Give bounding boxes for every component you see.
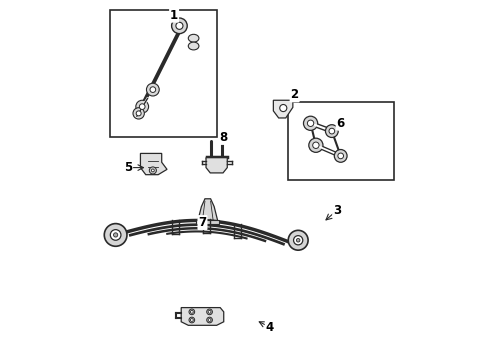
Text: 6: 6 xyxy=(337,117,345,130)
Circle shape xyxy=(150,87,156,93)
Circle shape xyxy=(296,238,300,242)
Text: 5: 5 xyxy=(124,161,132,174)
Circle shape xyxy=(104,224,127,246)
Circle shape xyxy=(172,18,187,33)
Text: 8: 8 xyxy=(220,131,228,144)
Polygon shape xyxy=(198,199,218,221)
Circle shape xyxy=(309,138,323,152)
Circle shape xyxy=(313,142,319,148)
Circle shape xyxy=(303,116,318,130)
Circle shape xyxy=(110,230,121,240)
Ellipse shape xyxy=(188,42,199,50)
Circle shape xyxy=(139,104,145,109)
Circle shape xyxy=(207,309,212,315)
Bar xyxy=(110,10,217,138)
Circle shape xyxy=(176,22,183,30)
Bar xyxy=(196,220,219,224)
Text: 1: 1 xyxy=(170,9,178,22)
Circle shape xyxy=(114,233,118,237)
Circle shape xyxy=(147,83,159,96)
Text: 3: 3 xyxy=(333,204,341,217)
Circle shape xyxy=(207,317,212,323)
Circle shape xyxy=(325,125,338,138)
Polygon shape xyxy=(206,158,227,173)
Circle shape xyxy=(294,236,303,245)
Circle shape xyxy=(151,169,154,172)
Polygon shape xyxy=(141,153,167,175)
Circle shape xyxy=(208,319,211,321)
Circle shape xyxy=(189,317,195,323)
Circle shape xyxy=(288,230,308,250)
Circle shape xyxy=(191,319,193,321)
Circle shape xyxy=(136,100,148,113)
Text: 4: 4 xyxy=(266,321,274,334)
Circle shape xyxy=(208,310,211,313)
Circle shape xyxy=(133,108,145,119)
Circle shape xyxy=(338,153,343,159)
Circle shape xyxy=(334,149,347,162)
Polygon shape xyxy=(273,100,293,118)
Circle shape xyxy=(307,120,314,126)
Circle shape xyxy=(191,310,193,313)
Circle shape xyxy=(189,309,195,315)
Ellipse shape xyxy=(188,34,199,42)
Circle shape xyxy=(280,104,287,112)
Text: 7: 7 xyxy=(198,216,206,229)
Text: 2: 2 xyxy=(291,89,299,102)
Circle shape xyxy=(149,167,156,174)
Bar xyxy=(288,102,394,180)
Circle shape xyxy=(136,111,141,116)
Circle shape xyxy=(329,128,335,134)
Polygon shape xyxy=(181,307,224,325)
